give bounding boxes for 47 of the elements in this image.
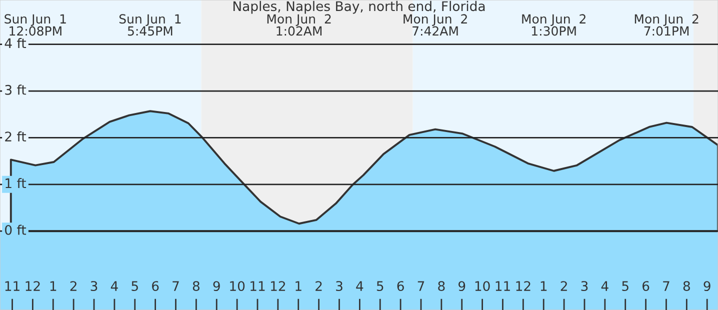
x-tick-label: 7 <box>663 281 670 291</box>
x-tick-label: 3 <box>581 281 588 292</box>
x-tick-label: 5 <box>376 281 384 292</box>
x-tick-label: 10 <box>230 281 245 292</box>
x-tick-label: 2 <box>560 281 567 291</box>
annotation: Sun Jun 1 12:08PM <box>4 14 66 36</box>
x-tick-label: 11 <box>496 281 510 291</box>
y-tick-label: 1 ft <box>6 178 26 188</box>
annotation: Mon Jun 2 7:01PM <box>634 14 698 36</box>
x-tick-label: 7 <box>172 281 179 291</box>
x-tick-label: 1 <box>50 281 56 291</box>
x-tick-label: 9 <box>704 281 710 292</box>
y-tick-label: 0 ft <box>5 224 26 235</box>
y-tick-label: 4 ft <box>4 38 26 48</box>
x-tick-label: 1 <box>540 281 547 291</box>
x-tick-label: 6 <box>397 281 404 292</box>
x-tick-label: 2 <box>70 281 76 291</box>
annotation: Mon Jun 2 1:30PM <box>522 14 586 36</box>
x-tick-label: 4 <box>356 281 364 291</box>
x-tick-label: 12 <box>26 281 40 291</box>
x-tick-label: 12 <box>516 281 530 291</box>
y-tick-label: 2 ft <box>5 131 26 142</box>
x-tick-label: 8 <box>683 281 690 292</box>
x-tick-label: 9 <box>213 281 220 292</box>
x-tick-label: 6 <box>152 281 159 292</box>
x-tick-label: 5 <box>622 281 628 292</box>
x-tick-label: 9 <box>458 281 466 292</box>
x-tick-label: 6 <box>642 281 650 292</box>
x-tick-label: 4 <box>601 281 608 291</box>
x-tick-label: 7 <box>418 281 424 291</box>
y-tick-label: 3 ft <box>5 84 26 95</box>
x-tick-label: 11 <box>5 281 20 291</box>
x-tick-label: 3 <box>336 281 342 292</box>
x-tick-label: 5 <box>132 281 138 292</box>
x-tick-label: 1 <box>296 281 302 291</box>
x-tick-label: 8 <box>192 281 200 292</box>
x-tick-label: 10 <box>475 281 490 292</box>
annotation: Mon Jun 2 1:02AM <box>267 14 331 36</box>
x-tick-label: 2 <box>316 281 322 291</box>
x-tick-label: 12 <box>270 281 286 291</box>
annotation: Mon Jun 2 7:42AM <box>404 14 467 36</box>
x-tick-label: 3 <box>90 281 98 292</box>
chart-title: Naples, Naples Bay, north end, Florida <box>233 0 485 14</box>
annotation: Sun Jun 1 5:45PM <box>119 14 181 36</box>
x-tick-label: 8 <box>438 281 445 292</box>
x-tick-label: 11 <box>250 281 265 291</box>
x-tick-label: 4 <box>110 281 118 291</box>
